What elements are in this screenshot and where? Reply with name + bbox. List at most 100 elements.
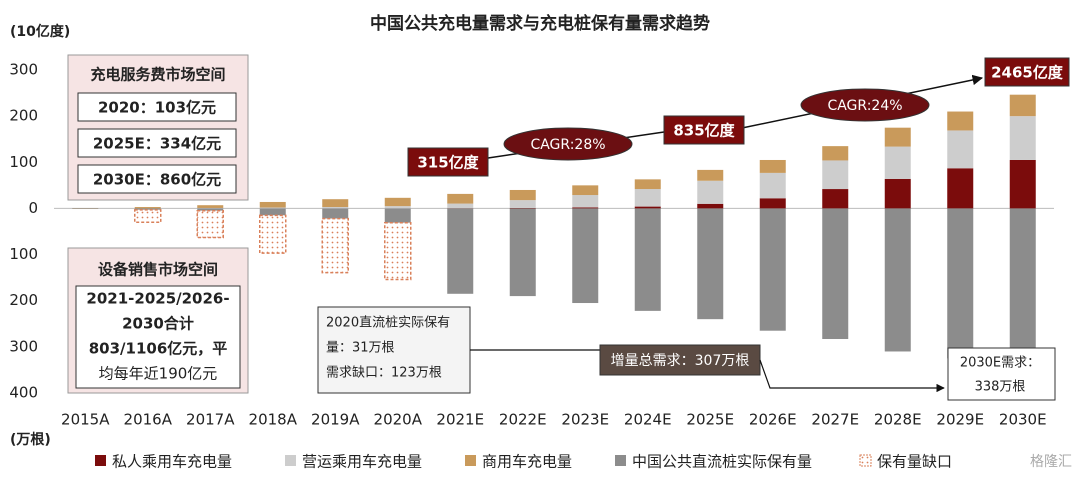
y-tick-label: 400 [9,384,38,402]
x-tick-label: 2017A [186,411,235,429]
bar-segment [634,206,661,209]
total-label: 2465亿度 [991,64,1064,82]
bar-segment [822,160,849,190]
bar-segment [322,199,349,208]
bar-segment [509,200,536,208]
bar-segment [322,208,349,219]
bar-segment [509,208,536,297]
legend-swatch [859,454,872,467]
legend-label: 商用车充电量 [482,453,572,471]
bar-segment [447,208,474,294]
bar-segment [572,208,599,304]
bar-segment [384,206,411,209]
service-box-title: 充电服务费市场空间 [90,66,225,84]
y-tick-label: 100 [9,245,38,263]
bar-segment [759,208,786,331]
x-tick-label: 2025E [686,411,734,429]
total-label: 315亿度 [417,154,479,172]
bar-segment [697,203,724,209]
bar-segment [634,189,661,207]
y-tick-label: 100 [9,153,38,171]
legend-swatch [465,455,476,466]
bar-segment [634,208,661,311]
equipment-box-line: 803/1106亿元，平 [89,340,228,358]
total-box [663,115,745,145]
bar-segment [572,185,599,196]
y-tick-label: 0 [28,199,38,217]
total-box [984,57,1070,87]
y-unit: (10亿度) [10,23,70,40]
cagr-label: CAGR:28% [530,137,605,153]
bar-segment [759,198,786,209]
bar-segment [259,214,287,254]
equipment-box-line: 2030合计 [122,315,194,333]
x-tick-label: 2016A [124,411,173,429]
service-box-line: 2020：103亿元 [98,99,216,117]
x-tick-label: 2030E [999,411,1047,429]
x-tick-label: 2023E [561,411,609,429]
x-tick-label: 2028E [874,411,922,429]
legend-swatch [615,455,626,466]
bar-segment [884,208,911,352]
demand-line: 2030E需求： [960,356,1040,371]
bar-segment [197,208,224,211]
equipment-box-line: 均每年近190亿元 [99,365,218,383]
legend-swatch [95,455,106,466]
bar-segment [759,159,786,173]
bar-segment [321,217,349,274]
bar-segment [322,207,349,209]
bar-segment [197,205,224,208]
x-tick-label: 2026E [749,411,797,429]
bar-segment [572,207,599,209]
bar-segment [1009,159,1036,209]
bar-segment [384,221,412,281]
bar-segment [1009,116,1036,160]
bar-segment [822,208,849,340]
bar-segment [884,127,911,147]
bar-segment [509,189,536,201]
x-tick-label: 2015A [61,411,110,429]
x-tick-label: 2018A [249,411,298,429]
bar-segment [384,208,411,223]
legend-label: 中国公共直流桩实际保有量 [632,453,812,471]
service-box-item [77,128,237,158]
bar-segment [1009,94,1036,117]
bar-segment [697,169,724,181]
legend-label: 营运乘用车充电量 [302,453,422,471]
legend-label: 保有量缺口 [877,453,952,471]
bar-segment [447,203,474,209]
total-label: 835亿度 [673,122,735,140]
bar-segment [196,209,224,239]
bar-segment [259,207,286,209]
bar-segment [134,207,161,209]
bar-segment [884,146,911,179]
bar-segment [1009,208,1036,365]
y-tick-label: 200 [9,291,38,309]
note-line: 2020直流桩实际保有 [326,316,450,331]
service-box-item [77,164,237,194]
equipment-box-line: 2021-2025/2026- [86,290,229,308]
bar-segment [759,172,786,199]
x-tick-label: 2027E [811,411,859,429]
x-tick-label: 2024E [624,411,672,429]
equipment-box-title: 设备销售市场空间 [98,261,218,279]
demand-box [947,347,1056,401]
y-tick-label: 300 [9,337,38,355]
cagr-badge [800,88,930,122]
bar-segment [947,168,974,209]
service-box-line: 2030E：860亿元 [93,171,221,189]
bar-segment [259,208,286,216]
bar-segment [884,178,911,209]
cagr-label: CAGR:24% [827,98,902,114]
bar-segment [822,189,849,209]
legend-label: 私人乘用车充电量 [112,453,232,471]
bar-segment [634,179,661,190]
bar-segment [134,209,162,224]
service-box-item [77,92,237,122]
bar-segment [384,197,411,207]
bar-segment [947,130,974,169]
demand-line: 338万根 [975,380,1026,395]
x-tick-label: 2029E [936,411,984,429]
cagr-badge [503,127,633,161]
note-line: 需求缺口：123万根 [326,366,442,381]
